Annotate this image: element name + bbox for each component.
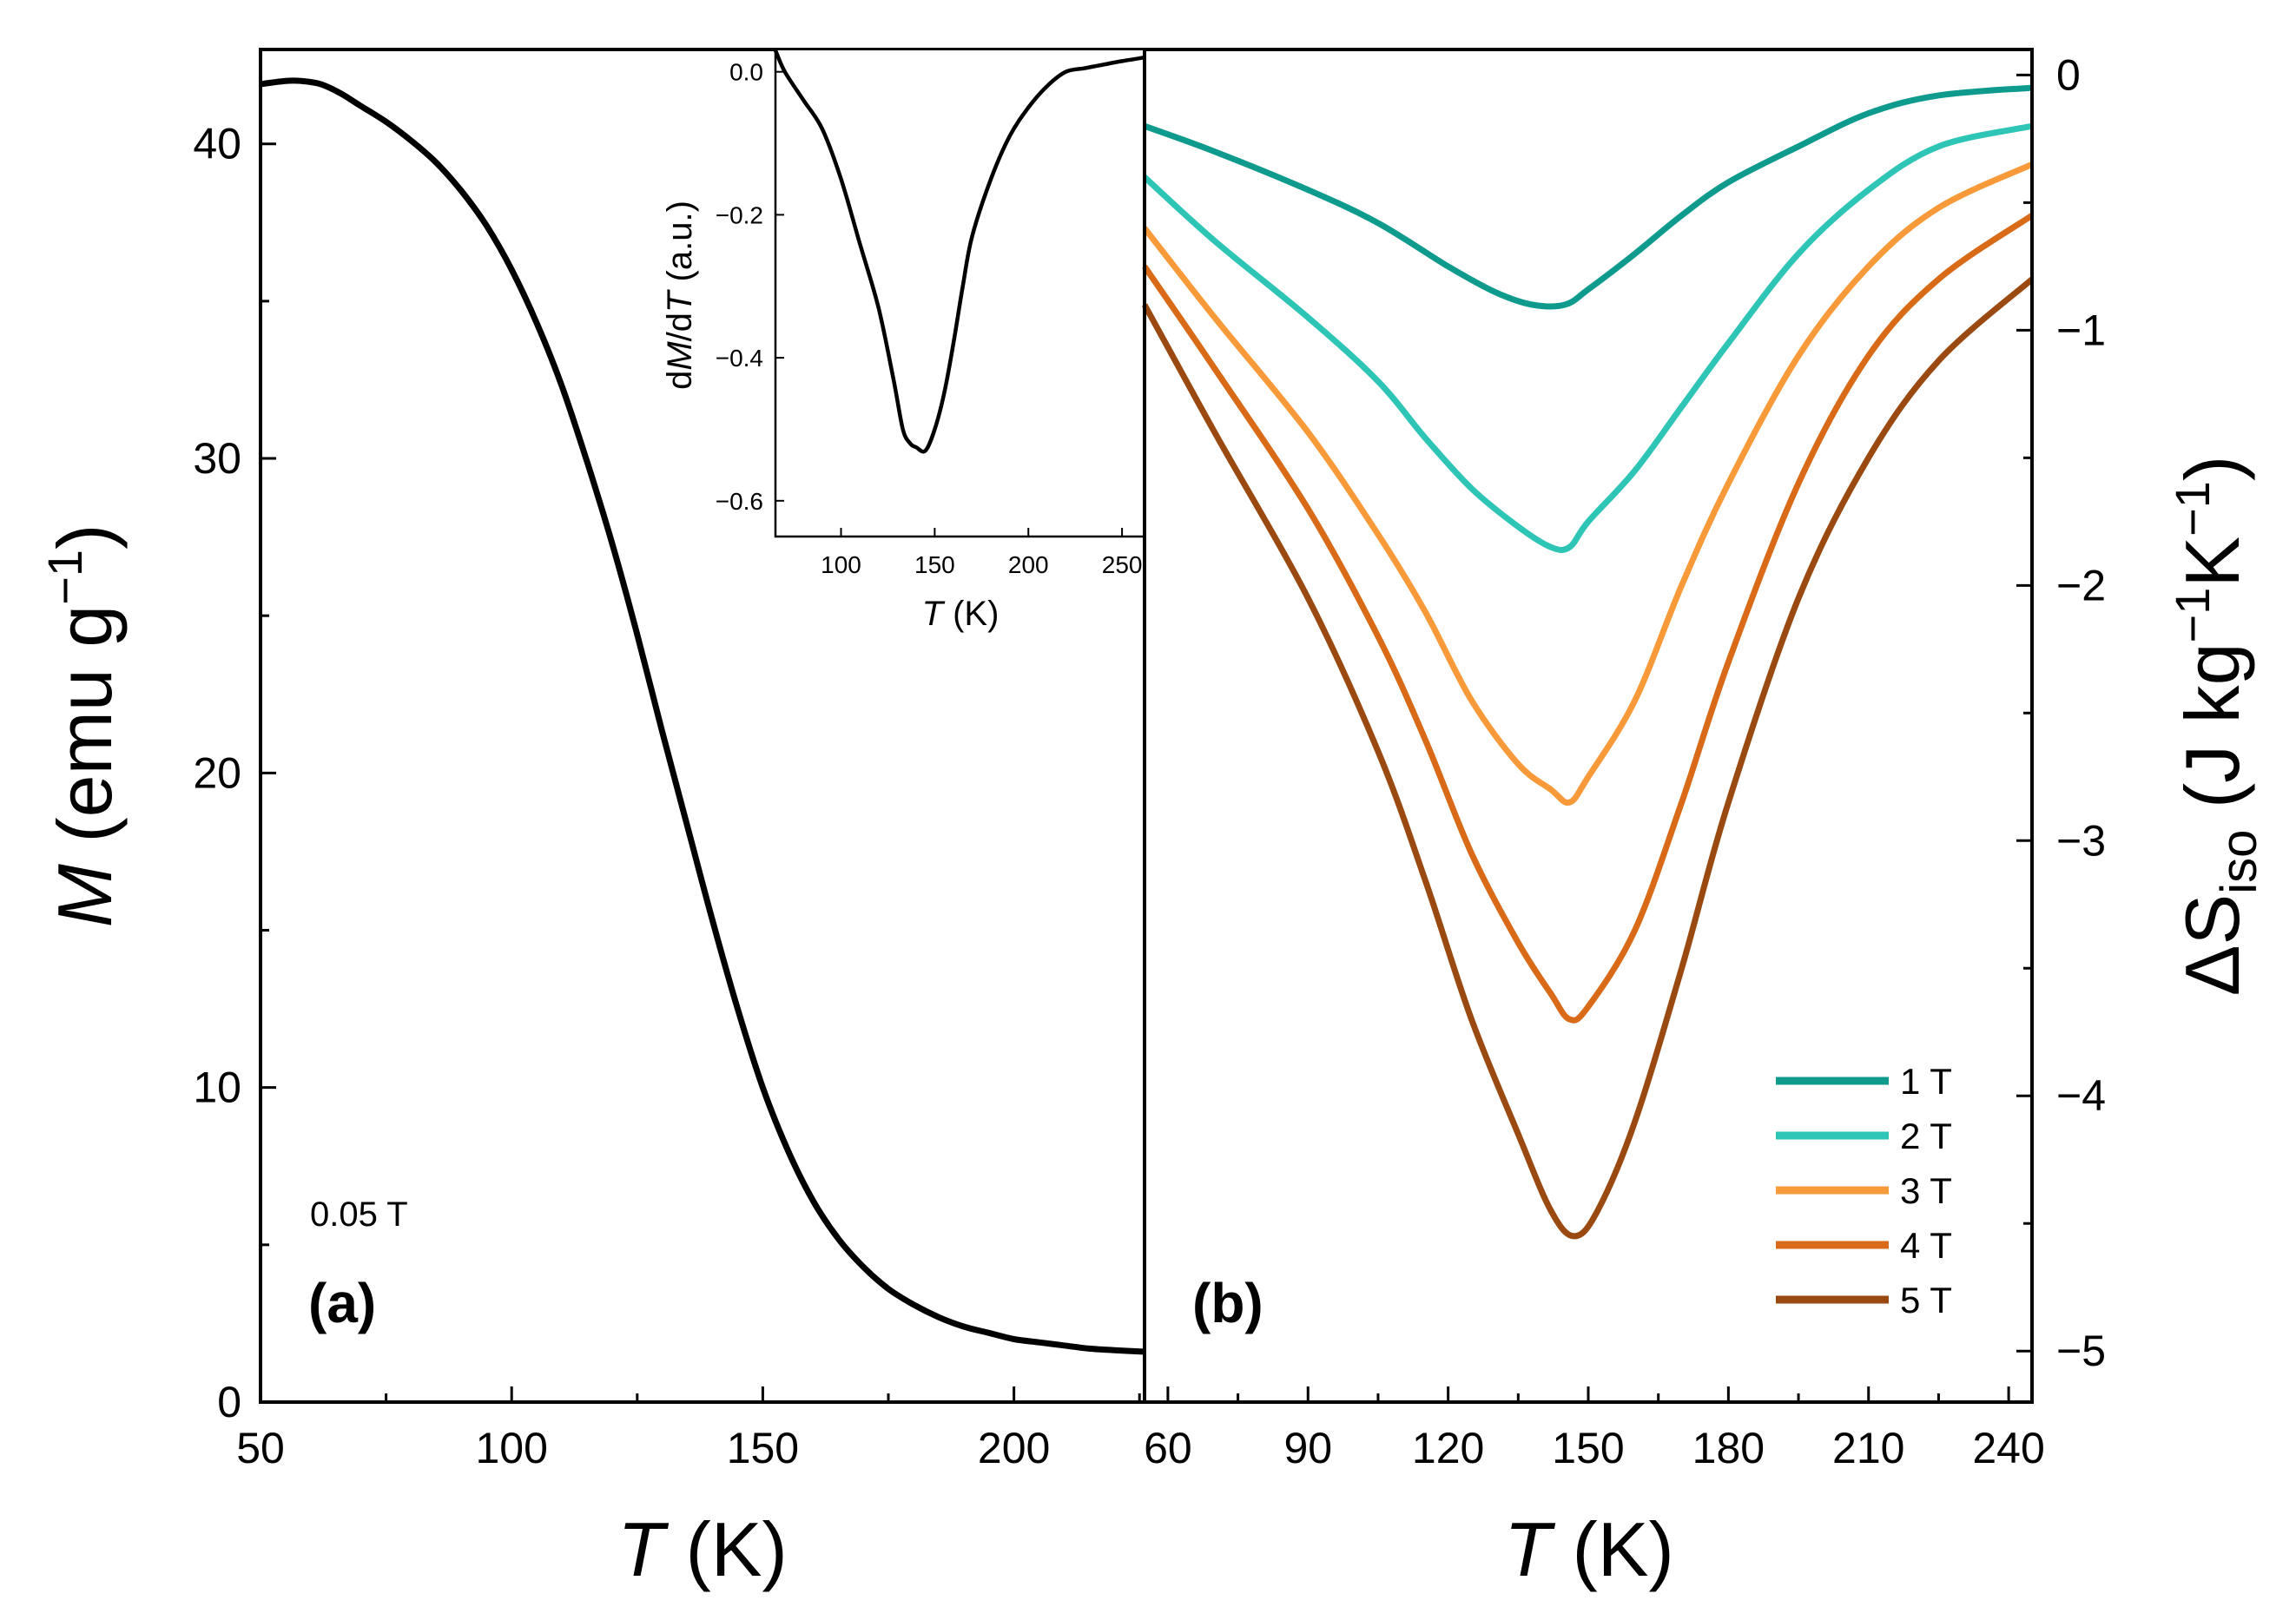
legend-label: 5 T: [1900, 1280, 1952, 1320]
inset-y-tick-label: −0.4: [716, 345, 763, 372]
panel-b-legend: 1 T 2 T 3 T 4 T 5 T: [1776, 1061, 1952, 1320]
panel-a-x-tick-label: 150: [727, 1424, 799, 1472]
panel-b-label: (b): [1192, 1272, 1263, 1334]
inset-series: [773, 49, 1145, 454]
panel-b-y-tick-label: −1: [2056, 306, 2106, 354]
panel-b-entropy-line-1: [1143, 84, 2033, 310]
panel-b-x-axis-title: T (K): [1504, 1506, 1674, 1592]
panel-a-x-axis-title: T (K): [617, 1506, 788, 1592]
panel-b-entropy-line-3: [1142, 161, 2034, 807]
inset-frame-lines: [774, 50, 1145, 538]
inset-background: [775, 50, 1144, 537]
panel-b-x-tick-label: 90: [1283, 1424, 1332, 1472]
panel-b-tick-labels: 60 90 120 150 180 210 240 0 −1 −2 −3 −4 −5: [1144, 50, 2106, 1472]
panel-b-entropy-line-2: [1142, 122, 2033, 553]
inset-ticks: [775, 70, 1124, 537]
panel-b-y-tick-label: 0: [2056, 50, 2081, 99]
panel-a-x-tick-label: 100: [475, 1424, 547, 1472]
inset-y-tick-label: 0.0: [729, 59, 763, 86]
panel-b-x-tick-label: 180: [1692, 1424, 1765, 1472]
inset-x-tick-label: 150: [914, 551, 955, 578]
panel-a-y-tick-label: 30: [193, 434, 241, 483]
panel-b-y-tick-label: −5: [2056, 1327, 2106, 1375]
panel-b-x-tick-label: 210: [1832, 1424, 1904, 1472]
panel-a-y-tick-label: 20: [193, 748, 241, 797]
panel-b-y-tick-label: −4: [2056, 1071, 2106, 1120]
panel-b-x-tick-label: 60: [1144, 1424, 1192, 1472]
panel-b-entropy-line-5: [1141, 276, 2035, 1240]
panel-b-x-tick-label: 150: [1552, 1424, 1624, 1472]
panel-a-x-tick-label: 200: [978, 1424, 1050, 1472]
panel-b-y-axis-title: ΔSiso (J kg−1K−1): [2165, 456, 2267, 997]
panel-a-x-tick-label: 50: [236, 1424, 285, 1472]
panel-b-series: [1141, 84, 2035, 1240]
inset-x-tick-label: 200: [1008, 551, 1049, 578]
panel-a-field-annotation: 0.05 T: [310, 1195, 408, 1234]
inset-x-axis-title: T (K): [922, 595, 1000, 633]
inset-y-tick-label: −0.6: [716, 488, 763, 515]
panel-a-tick-labels: 50 100 150 200 0 10 20 30 40: [193, 120, 1050, 1472]
inset-y-tick-label: −0.2: [716, 201, 763, 228]
inset-tick-labels: 100 150 200 250 0.0 −0.2 −0.4 −0.6: [716, 59, 1143, 578]
legend-label: 1 T: [1900, 1061, 1952, 1102]
inset-x-tick-label: 250: [1102, 551, 1143, 578]
panel-a-series: [260, 77, 1145, 1355]
panel-b-chart: 60 90 120 150 180 210 240 0 −1 −2 −3 −4 −5 T (K) ΔSi…: [1141, 48, 2267, 1592]
inset-chart: 100 150 200 250 0.0 −0.2 −0.4 −0.6 T (K) dM/dT …: [661, 49, 1145, 633]
panel-a-y-tick-label: 40: [193, 120, 241, 168]
inset-x-tick-label: 100: [821, 551, 861, 578]
legend-label: 2 T: [1900, 1116, 1952, 1156]
panel-b-x-tick-label: 240: [1972, 1424, 2044, 1472]
inset-derivative-line: [773, 49, 1145, 454]
panel-b-x-tick-label: 120: [1412, 1424, 1484, 1472]
panel-b-y-tick-label: −3: [2056, 816, 2106, 865]
panel-a-y-axis-title: M (emu g−1): [37, 524, 128, 928]
legend-label: 3 T: [1900, 1170, 1952, 1211]
panel-b-frame: [1143, 48, 2034, 1404]
legend-label: 4 T: [1900, 1225, 1952, 1266]
panel-a-magnetization-line: [260, 77, 1145, 1355]
panel-a-y-tick-label: 10: [193, 1064, 241, 1112]
panel-b-entropy-line-4: [1142, 213, 2034, 1024]
panel-a-y-tick-label: 0: [217, 1378, 241, 1426]
panel-b-y-tick-label: −2: [2056, 561, 2106, 609]
inset-y-axis-title: dM/dT (a.u.): [661, 201, 699, 390]
panel-a-chart: 50 100 150 200 0 10 20 30 40 T (K) M (emu g−1) 0…: [37, 48, 1146, 1592]
panel-a-label: (a): [308, 1272, 376, 1334]
